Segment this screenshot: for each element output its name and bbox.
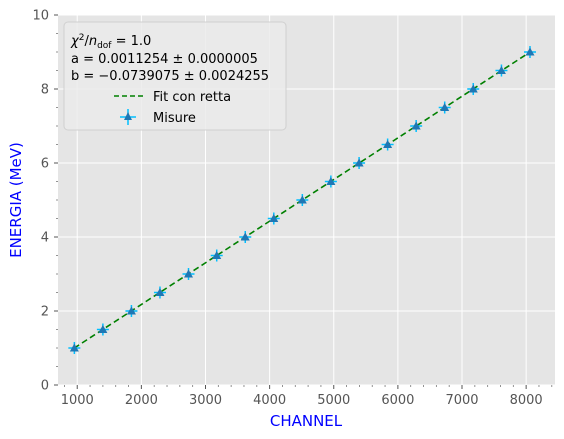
data-point <box>296 194 309 206</box>
legend-b-param: b = −0.0739075 ± 0.0024255 <box>71 69 269 84</box>
triangle-marker <box>184 269 194 278</box>
data-point <box>438 101 451 114</box>
y-axis-label: ENERGIA (MeV) <box>7 142 25 258</box>
x-tick-label: 5000 <box>317 393 350 408</box>
y-tick-label: 10 <box>32 9 49 24</box>
triangle-marker <box>326 177 336 185</box>
data-point <box>381 138 394 151</box>
triangle-marker <box>468 84 478 93</box>
chi-subscript: dof <box>97 41 112 51</box>
data-point <box>353 157 366 169</box>
y-tick-label: 0 <box>41 379 49 394</box>
data-points <box>68 46 536 354</box>
x-tick-label: 7000 <box>445 393 478 408</box>
triangle-marker <box>496 66 506 74</box>
y-axis-ticks: 0 2 4 6 8 10 <box>32 9 58 394</box>
triangle-marker <box>240 232 250 241</box>
legend: χ2/ndof = 1.0 a = 0.0011254 ± 0.0000005 … <box>63 21 287 131</box>
data-point <box>523 46 536 58</box>
y-tick-label: 6 <box>41 157 49 172</box>
x-tick-label: 4000 <box>253 393 286 408</box>
legend-fit-label: Fit con retta <box>153 90 231 105</box>
data-point <box>467 83 480 95</box>
legend-misure-label: Misure <box>153 111 196 126</box>
x-axis-ticks: 1000 2000 3000 4000 5000 6000 7000 8000 <box>61 385 543 408</box>
triangle-marker <box>440 103 450 111</box>
chi-value: = 1.0 <box>111 34 151 49</box>
triangle-marker <box>155 288 165 296</box>
triangle-marker <box>98 325 108 333</box>
data-point <box>153 286 166 299</box>
data-point <box>68 342 81 354</box>
legend-box <box>63 21 287 131</box>
legend-a-param: a = 0.0011254 ± 0.0000005 <box>71 52 258 67</box>
legend-misure-swatch <box>120 109 136 125</box>
data-point <box>495 64 508 77</box>
data-point <box>410 120 423 132</box>
triangle-marker <box>354 158 364 167</box>
y-tick-label: 4 <box>41 231 49 246</box>
chi-symbol: χ <box>70 34 80 49</box>
triangle-marker <box>126 306 136 315</box>
triangle-marker <box>69 343 79 352</box>
triangle-marker <box>411 121 421 130</box>
x-tick-label: 2000 <box>125 393 158 408</box>
y-tick-label: 8 <box>41 83 49 98</box>
x-tick-label: 1000 <box>61 393 94 408</box>
triangle-marker <box>383 140 393 148</box>
chi-n: n <box>89 34 97 49</box>
chi-superscript: 2 <box>79 33 85 43</box>
data-point <box>239 231 252 243</box>
triangle-marker <box>269 214 279 222</box>
data-point <box>210 249 223 262</box>
chi-slash: / <box>84 34 89 49</box>
legend-chi-square: χ2/ndof = 1.0 <box>70 33 151 51</box>
x-tick-label: 8000 <box>510 393 543 408</box>
triangle-marker <box>297 195 307 204</box>
x-tick-label: 6000 <box>381 393 414 408</box>
data-point <box>96 323 109 336</box>
data-point <box>125 305 138 317</box>
y-tick-label: 2 <box>41 305 49 320</box>
x-axis-label: CHANNEL <box>270 412 343 430</box>
triangle-marker <box>212 251 222 259</box>
x-tick-label: 3000 <box>189 393 222 408</box>
data-point <box>324 175 337 188</box>
data-point <box>267 212 280 225</box>
triangle-marker <box>525 47 535 56</box>
data-point <box>182 268 195 280</box>
minor-ticks <box>56 33 553 387</box>
